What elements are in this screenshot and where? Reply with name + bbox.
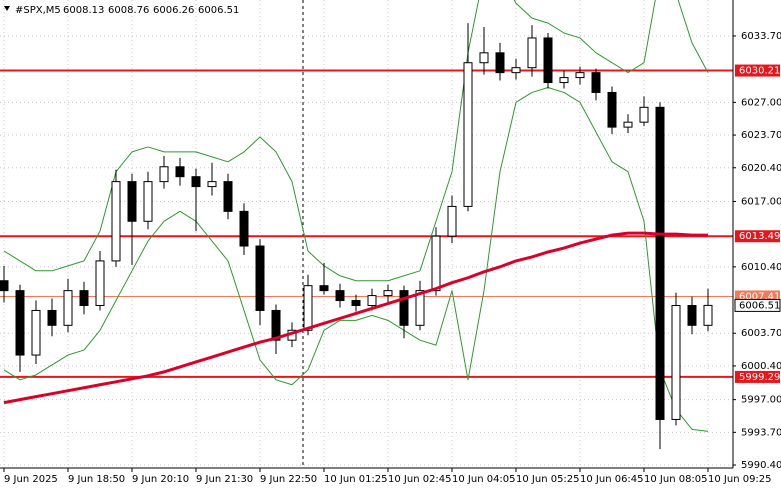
candle-body — [271, 309, 281, 341]
plot-area — [0, 0, 733, 450]
header: #SPX,M5 6008.13 6008.76 6006.26 6006.51 — [4, 5, 239, 16]
y-tick-label: 6010.40 — [741, 262, 781, 273]
candle-body — [159, 166, 169, 183]
candle-body — [207, 181, 217, 188]
candle-body — [527, 37, 537, 69]
level-label-box — [735, 64, 780, 77]
candle-body — [111, 181, 121, 262]
candle-body — [623, 121, 633, 128]
candle-body — [639, 106, 649, 123]
x-tick-label: 10 Jun 09:25 — [708, 474, 772, 485]
candle-body — [703, 304, 713, 326]
candle-body — [255, 245, 265, 311]
candle-body — [223, 181, 233, 212]
band-line — [3, 86, 709, 432]
moving-average — [3, 231, 708, 405]
candle-body — [687, 304, 697, 326]
candle-body — [367, 295, 377, 306]
x-tick-label: 9 Jun 18:50 — [68, 474, 125, 485]
candle-body — [399, 290, 409, 326]
candle-body — [79, 290, 89, 306]
candle-body — [511, 67, 521, 74]
level-label: 6013.49 — [739, 231, 780, 242]
candle-body — [239, 210, 249, 247]
candle-body — [319, 285, 329, 292]
y-tick-label: 6020.40 — [741, 163, 781, 174]
x-tick-label: 9 Jun 20:10 — [132, 474, 189, 485]
level-label-box — [735, 230, 780, 243]
candle-body — [543, 37, 553, 84]
quote-low: 6006.26 — [153, 5, 194, 16]
candle-body — [335, 290, 345, 302]
y-tick-label: 5997.00 — [741, 395, 781, 406]
y-tick-label: 6033.70 — [741, 31, 781, 42]
candle-body — [671, 304, 681, 420]
level-label-box — [735, 370, 780, 383]
candle-body — [415, 290, 425, 326]
x-tick-label: 9 Jun 21:30 — [196, 474, 253, 485]
header-icon — [4, 6, 10, 11]
candle-body — [591, 72, 601, 93]
candle-body — [63, 290, 73, 326]
quote-high: 6008.76 — [108, 5, 149, 16]
candle-body — [143, 181, 153, 222]
candle-body — [495, 52, 505, 74]
candle-body — [303, 285, 313, 331]
candle-body — [383, 290, 393, 297]
x-tick-label: 9 Jun 2025 — [4, 474, 58, 485]
candle-body — [95, 260, 105, 306]
x-tick-label: 9 Jun 22:50 — [260, 474, 317, 485]
candle-body — [351, 300, 361, 306]
candle-body — [191, 176, 201, 188]
y-tick-label: 6000.40 — [741, 361, 781, 372]
candle-body — [463, 62, 473, 207]
candle-body — [127, 181, 137, 222]
candle-body — [575, 72, 585, 79]
level-label: 5999.29 — [739, 372, 780, 383]
y-tick-label: 6027.00 — [741, 97, 781, 108]
last-price-box — [734, 298, 781, 312]
y-tick-label: 5990.40 — [741, 460, 781, 471]
level-label: 6007.41 — [739, 291, 780, 302]
candle-body — [479, 52, 489, 64]
candle-body — [607, 91, 617, 128]
quote-open: 6008.13 — [63, 5, 104, 16]
x-tick-label: 10 Jun 04:05 — [452, 474, 516, 485]
candle-body — [431, 235, 441, 292]
x-tick-label: 10 Jun 08:05 — [644, 474, 708, 485]
level-label: 6030.21 — [739, 66, 780, 77]
candle-body — [47, 309, 57, 326]
last-price-label: 6006.51 — [739, 300, 780, 311]
x-tick-label: 10 Jun 06:45 — [580, 474, 644, 485]
candle-body — [15, 290, 25, 356]
x-tick-label: 10 Jun 05:25 — [516, 474, 580, 485]
candle-body — [559, 77, 569, 84]
candle-body — [175, 166, 185, 178]
candle-body — [447, 205, 457, 237]
candle-body — [31, 309, 41, 356]
symbol: #SPX,M5 — [15, 5, 61, 16]
y-tick-label: 6023.70 — [741, 130, 781, 141]
y-tick-label: 6017.00 — [741, 196, 781, 207]
x-tick-label: 10 Jun 02:45 — [388, 474, 452, 485]
y-tick-label: 5993.70 — [741, 427, 781, 438]
quote-close: 6006.51 — [198, 5, 239, 16]
y-tick-label: 6003.70 — [741, 328, 781, 339]
candle-body — [655, 106, 665, 420]
band-line — [3, 0, 709, 282]
candle-body — [0, 280, 9, 292]
x-tick-label: 10 Jun 01:25 — [324, 474, 388, 485]
